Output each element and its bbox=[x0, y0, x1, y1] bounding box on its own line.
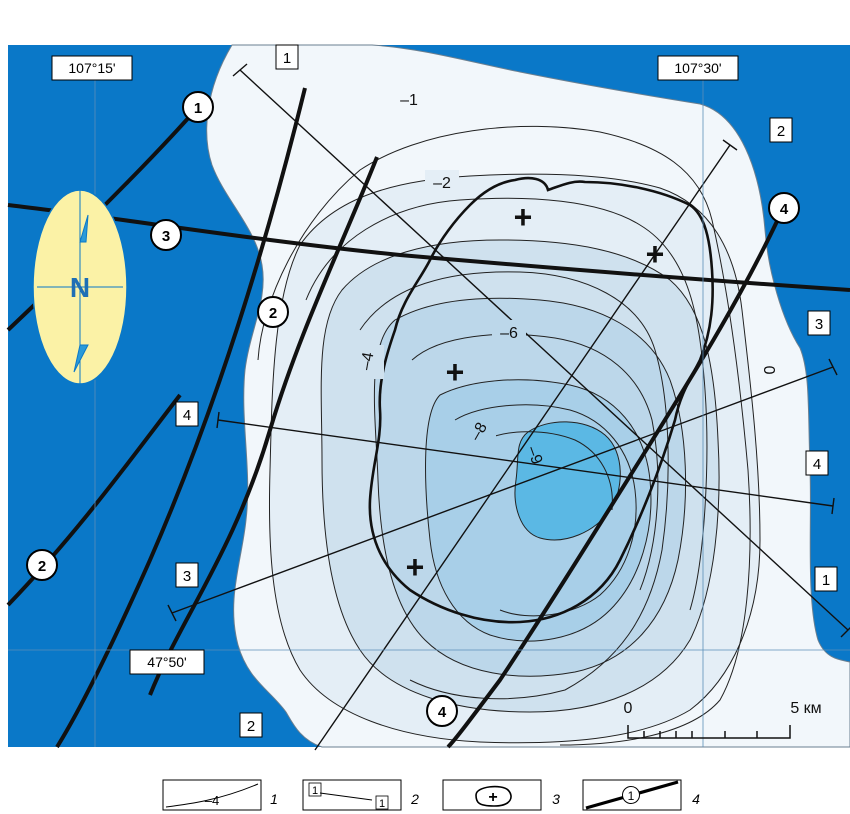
fault-2b bbox=[148, 156, 379, 696]
legend: –4 1 1 1 2 + 3 1 4 bbox=[162, 779, 700, 811]
svg-text:0: 0 bbox=[762, 365, 779, 374]
svg-text:–4: –4 bbox=[358, 351, 378, 372]
svg-text:2: 2 bbox=[777, 123, 785, 140]
anomaly-boundary bbox=[368, 176, 714, 624]
svg-text:+: + bbox=[446, 354, 465, 390]
svg-text:4: 4 bbox=[438, 704, 447, 721]
svg-text:1: 1 bbox=[194, 100, 202, 117]
anomaly-signs: + + + + bbox=[406, 199, 665, 585]
svg-text:–8: –8 bbox=[467, 420, 491, 444]
coord-lon-left: 107°15' bbox=[51, 55, 133, 81]
coord-lat-bottom: 47°50' bbox=[129, 649, 205, 675]
compass-letter: N bbox=[70, 272, 90, 303]
svg-text:–2: –2 bbox=[433, 175, 451, 192]
contour-lines bbox=[257, 125, 751, 746]
svg-text:3: 3 bbox=[183, 568, 191, 585]
contour-labels: –1 –2 –4 –6 –8 –9 0 bbox=[358, 88, 784, 467]
svg-text:2: 2 bbox=[247, 718, 255, 735]
svg-text:2: 2 bbox=[38, 558, 46, 575]
scale-end-label: 5 км bbox=[790, 700, 821, 717]
fault-4 bbox=[446, 214, 782, 749]
south-arrow-icon bbox=[73, 344, 89, 373]
legend-number-3: 3 bbox=[552, 791, 560, 807]
svg-text:107°15': 107°15' bbox=[68, 60, 115, 76]
profile-labels: 1 1 2 2 3 3 4 4 bbox=[175, 44, 838, 738]
compass: N bbox=[32, 189, 128, 385]
svg-text:+: + bbox=[488, 789, 497, 806]
profile-3 bbox=[171, 366, 834, 614]
svg-text:–6: –6 bbox=[500, 325, 518, 342]
fault-2a bbox=[55, 87, 307, 749]
profiles bbox=[167, 63, 850, 751]
legend-number-1: 1 bbox=[270, 791, 278, 807]
legend-number-4: 4 bbox=[692, 791, 700, 807]
svg-text:4: 4 bbox=[780, 201, 789, 218]
svg-text:+: + bbox=[406, 549, 425, 585]
svg-text:4: 4 bbox=[183, 407, 191, 424]
svg-text:–1: –1 bbox=[400, 92, 418, 109]
coord-lon-right: 107°30' bbox=[657, 55, 739, 81]
legend-item-4: 1 4 bbox=[582, 779, 700, 811]
svg-text:1: 1 bbox=[822, 572, 830, 589]
svg-text:1: 1 bbox=[283, 50, 291, 67]
scale-start-label: 0 bbox=[624, 700, 633, 717]
svg-text:4: 4 bbox=[813, 456, 821, 473]
svg-text:1: 1 bbox=[312, 785, 318, 797]
scale-bar: 0 5 км bbox=[624, 700, 822, 739]
profile-1 bbox=[239, 69, 849, 631]
svg-text:3: 3 bbox=[815, 316, 823, 333]
profile-2 bbox=[314, 144, 731, 751]
legend-item-3: + 3 bbox=[442, 779, 560, 811]
contour-core-9 bbox=[514, 421, 621, 541]
fault-labels: 1 2 2 3 4 4 bbox=[26, 91, 800, 727]
svg-text:107°30': 107°30' bbox=[674, 60, 721, 76]
svg-text:+: + bbox=[646, 236, 665, 272]
svg-text:1: 1 bbox=[379, 798, 385, 810]
svg-text:+: + bbox=[514, 199, 533, 235]
svg-text:3: 3 bbox=[162, 228, 170, 245]
svg-text:47°50': 47°50' bbox=[147, 654, 186, 670]
legend-item-2: 1 1 2 bbox=[302, 779, 419, 811]
svg-text:1: 1 bbox=[628, 789, 635, 803]
north-arrow-icon bbox=[79, 214, 89, 243]
legend-number-2: 2 bbox=[410, 791, 419, 807]
svg-text:–4: –4 bbox=[205, 793, 219, 808]
svg-text:–9: –9 bbox=[523, 444, 545, 467]
legend-item-1: –4 1 bbox=[162, 779, 278, 811]
profile-4 bbox=[217, 419, 834, 507]
fault-3 bbox=[7, 203, 850, 292]
svg-text:2: 2 bbox=[269, 305, 277, 322]
